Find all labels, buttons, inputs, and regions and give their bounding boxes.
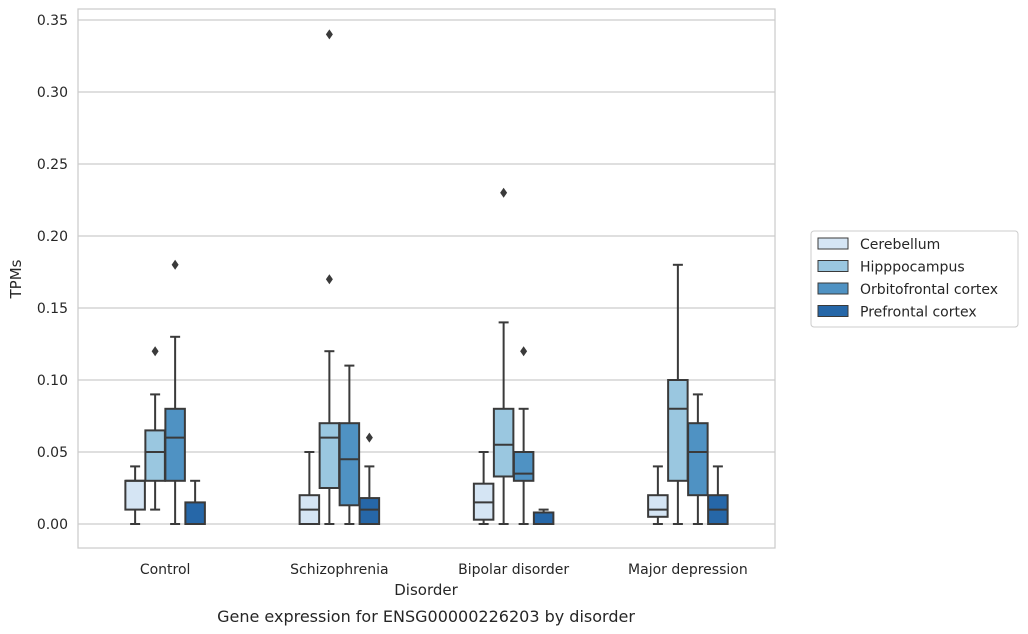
box: [298, 451, 321, 526]
box-body: [144, 429, 166, 482]
x-axis-label: Disorder: [394, 581, 458, 599]
box-series: [124, 29, 729, 526]
box-body: [338, 422, 361, 507]
y-tick-label: 0.30: [37, 85, 68, 101]
legend-swatch: [817, 260, 849, 272]
series-hipppocampus: [144, 29, 689, 525]
x-tick-label: Schizophrenia: [290, 562, 388, 578]
legend-frame: [810, 230, 1019, 328]
box: [184, 479, 206, 525]
legend-swatch: [817, 237, 849, 250]
y-tick-label: 0.15: [37, 301, 68, 317]
box-body: [358, 497, 381, 525]
y-tick-labels: 0.00 0.05 0.10 0.15 0.20 0.25 0.30 0.35: [37, 13, 68, 533]
outlier-point: [325, 274, 333, 285]
box: [647, 465, 669, 525]
box-body: [492, 407, 515, 478]
outlier-point: [500, 187, 508, 198]
y-tick-label: 0.35: [37, 13, 68, 29]
series-prefrontal-cortex: [184, 432, 729, 526]
box: [707, 465, 729, 526]
legend-label: Hipppocampus: [860, 260, 965, 276]
box-body: [164, 407, 186, 482]
box: [667, 263, 689, 525]
legend-label: Prefrontal cortex: [860, 305, 977, 321]
box: [492, 187, 515, 525]
box-body: [667, 379, 689, 482]
x-tick-label: Control: [140, 562, 191, 578]
y-tick-label: 0.25: [37, 157, 68, 173]
outlier-point: [151, 346, 159, 357]
box-body: [124, 479, 146, 511]
x-tick-label: Bipolar disorder: [458, 562, 569, 578]
x-tick-labels: Control Schizophrenia Bipolar disorder Majo…: [140, 562, 748, 578]
y-tick-label: 0.10: [37, 373, 68, 389]
legend-swatch: [817, 282, 849, 295]
box: [687, 393, 709, 525]
box-body: [318, 422, 341, 490]
box: [512, 346, 535, 525]
box: [124, 465, 146, 525]
legend-swatch: [817, 305, 849, 317]
outlier-point: [171, 259, 179, 270]
box-body: [532, 511, 555, 525]
legend-label: Orbitofrontal cortex: [860, 282, 998, 298]
box: [472, 451, 495, 525]
legend-label: Cerebellum: [860, 237, 940, 253]
legend: Cerebellum Hipppocampus Orbitofrontal cort…: [810, 230, 1019, 328]
box: [338, 364, 361, 525]
outlier-point: [520, 346, 528, 357]
box: [358, 432, 381, 525]
plot-area: [77, 8, 776, 549]
box-body: [512, 451, 535, 482]
x-tick-label: Major depression: [628, 562, 748, 578]
outlier-point: [325, 29, 333, 40]
box: [318, 29, 341, 525]
box-body: [687, 422, 709, 497]
box: [164, 259, 186, 525]
series-orbitofrontal-cortex: [164, 259, 709, 525]
box: [532, 508, 555, 525]
y-tick-label: 0.20: [37, 229, 68, 245]
series-cerebellum: [124, 451, 669, 526]
box-body: [647, 494, 669, 518]
y-tick-label: 0.00: [37, 517, 68, 533]
outlier-point: [365, 432, 373, 443]
chart-caption: Gene expression for ENSG00000226203 by d…: [217, 607, 635, 626]
y-tick-label: 0.05: [37, 445, 68, 461]
y-axis-label: TPMs: [7, 259, 25, 299]
box-body: [184, 501, 206, 525]
